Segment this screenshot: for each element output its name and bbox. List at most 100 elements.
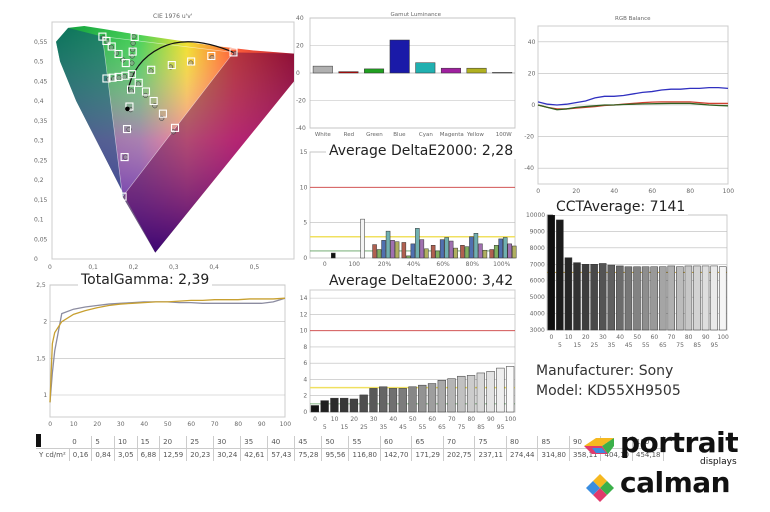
grayscale-bar: [496, 367, 505, 413]
level-header: 100: [632, 436, 665, 449]
level-header: 80: [506, 436, 539, 449]
deltae-bar: [453, 247, 458, 259]
level-header: 10: [114, 436, 138, 449]
level-header: 25: [186, 436, 215, 449]
x-tick-label: 0,1: [88, 264, 98, 270]
deltae-bar: [482, 249, 488, 259]
y-tick-label: 15: [300, 149, 308, 156]
deltae-bar: [372, 244, 377, 259]
grayscale-bar: [398, 388, 407, 413]
x-tick-label: 100W: [496, 132, 512, 138]
x-tick-label: 40%: [407, 261, 421, 268]
cct-bar: [598, 263, 607, 331]
x-tick-label: 10: [70, 421, 78, 428]
cct-chart: 3000400050006000700080009000100000510152…: [526, 212, 729, 349]
x-tick-label: 15: [341, 424, 349, 431]
y-tick-label: 0,05: [34, 236, 48, 243]
y-tick-label: 20: [528, 70, 536, 77]
x-tick-label: 40: [610, 188, 618, 195]
luminance-value: 57,43: [267, 448, 296, 461]
y-tick-label: 0: [531, 102, 535, 109]
deltae-bar: [448, 240, 454, 259]
luminance-value: 0,84: [91, 448, 115, 461]
grayscale-deltae-title: Average DeltaE2000: 3,42: [326, 273, 517, 289]
y-tick-label: 5000: [530, 294, 545, 301]
x-tick-label: 25: [360, 424, 368, 431]
target-point: [102, 36, 111, 46]
y-tick-label: 2,5: [36, 282, 46, 289]
x-tick-label: 35: [608, 342, 616, 349]
y-tick-label: 6000: [530, 278, 545, 285]
y-tick-label: 2: [303, 393, 307, 400]
x-tick-label: 40: [616, 334, 624, 341]
plot-area: [49, 284, 286, 418]
y-tick-label: 0,4: [34, 98, 44, 105]
y-tick-label: 1,5: [36, 355, 46, 362]
grayscale-bar: [447, 378, 456, 413]
x-tick-label: 0: [48, 421, 52, 428]
level-header: 70: [443, 436, 476, 449]
x-tick-label: 50: [409, 416, 417, 423]
deltae-bar: [430, 245, 436, 259]
x-tick-label: 80: [685, 334, 693, 341]
x-tick-label: 90: [487, 416, 495, 423]
deltae-bar: [376, 249, 382, 259]
x-tick-label: 65: [659, 342, 667, 349]
grayscale-bar: [418, 384, 427, 413]
y-tick-label: 0,25: [34, 157, 48, 164]
gamma-chart: 1 1,5 2 2,5 0 10 20 30 40 50 60 70 80 90 100: [36, 282, 291, 428]
deltae-bar: [381, 240, 386, 259]
deltae-bar: [419, 239, 425, 259]
cct-bar: [581, 264, 590, 331]
x-tick-label: 30: [599, 334, 607, 341]
luminance-value: 95,56: [321, 448, 350, 461]
deltae-bar: [406, 255, 411, 259]
cct-bar: [547, 214, 556, 331]
cie-chart: CIE 1976 u'v' 0 0,1 0,2 0,3 0,4 0,5 0 0,05 0,1 0,…: [34, 13, 295, 270]
grayscale-bar: [320, 400, 329, 413]
bar-yellow: [466, 67, 487, 74]
grayscale-bar: [359, 394, 368, 413]
grayscale-bar: [330, 397, 339, 413]
y-tick-label: 0: [34, 256, 38, 263]
bar-cyan: [415, 62, 436, 74]
x-tick-label: 5: [558, 342, 562, 349]
series-target: [49, 297, 286, 403]
deltae-bar: [415, 228, 420, 259]
bar-magenta: [440, 67, 461, 74]
x-tick-label: 75: [458, 424, 466, 431]
y-tick-label: -40: [296, 125, 306, 132]
x-tick-label: 0: [536, 188, 540, 195]
x-tick-label: 0,3: [169, 264, 179, 270]
grayscale-bar: [476, 372, 485, 413]
deltae-bar: [489, 249, 494, 259]
x-tick-label: Yellow: [466, 132, 484, 138]
x-tick-label: Green: [366, 132, 383, 138]
cct-bar: [650, 266, 658, 331]
target-point: [187, 57, 196, 66]
luminance-value: 6,88: [137, 448, 161, 461]
bar-100w: [492, 72, 513, 74]
deltae-bar: [460, 245, 465, 259]
measured-point: [129, 60, 135, 66]
bar-green: [364, 68, 385, 74]
x-tick-label: 80: [234, 421, 242, 428]
y-tick-label: 10: [300, 328, 308, 335]
y-tick-label: 10000: [526, 212, 545, 219]
x-tick-label: Red: [344, 132, 354, 138]
target-point: [167, 61, 176, 70]
x-tick-label: 50: [164, 421, 172, 428]
black-point: [125, 106, 130, 112]
x-tick-label: 20: [582, 334, 590, 341]
x-tick-label: 60: [428, 416, 436, 423]
measured-point: [148, 68, 154, 74]
grayscale-bar: [505, 366, 515, 413]
series-blue: [537, 86, 729, 106]
x-tick-label: 95: [711, 342, 719, 349]
x-tick-label: 65: [438, 424, 446, 431]
target-point: [127, 70, 136, 79]
x-tick-label: 30: [370, 416, 378, 423]
measured-point: [135, 81, 141, 87]
x-tick-label: 5: [323, 424, 327, 431]
x-tick-label: 20: [93, 421, 101, 428]
